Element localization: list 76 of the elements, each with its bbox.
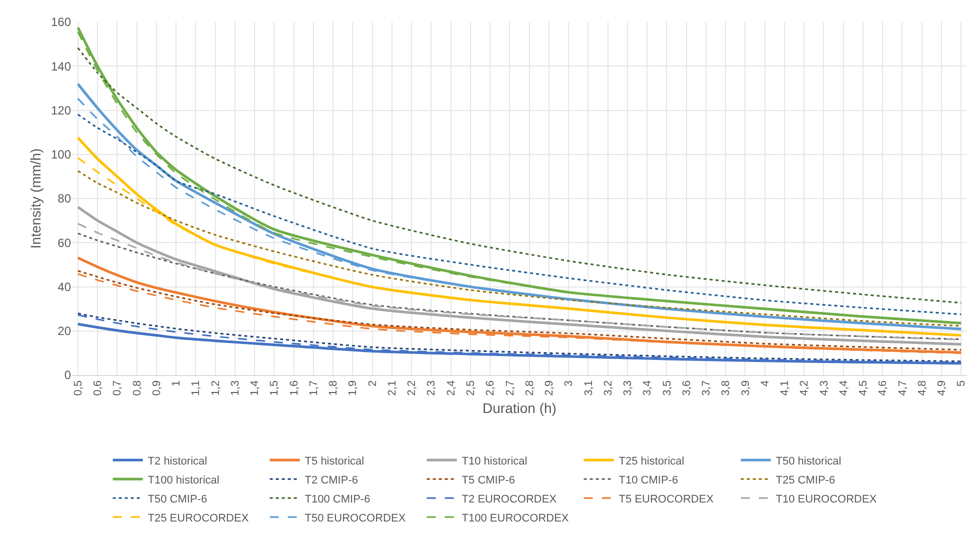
y-tick-label: 100 [50,148,72,162]
y-tick-label: 120 [50,103,72,118]
x-tick-label: 4,5 [858,380,870,396]
x-tick-label: 0,8 [131,380,144,396]
x-tick-label: 1,8 [328,380,340,396]
x-tick-label: 3 [563,380,576,387]
x-tick-label: 3,1 [582,380,595,396]
legend-label: T100 EUROCORDEX [462,512,570,524]
y-tick-label: 80 [58,192,72,206]
x-tick-label: 3,9 [740,380,752,396]
x-tick-label: 2,7 [504,380,516,396]
x-tick-label: 0,7 [112,380,124,396]
y-axis-title: Intensity (mm/h) [28,148,44,249]
y-tick-label: 20 [58,324,72,338]
y-tick-label: 0 [64,368,72,382]
x-tick-label: 3,6 [680,380,693,396]
x-tick-label: 0,9 [150,380,163,396]
x-tick-label: 3,8 [720,380,732,396]
x-tick-label: 2,8 [524,380,536,396]
legend-label: T50 historical [776,455,842,468]
x-tick-label: 1,2 [210,380,222,396]
x-tick-label: 2,5 [465,380,478,396]
x-tick-label: 1 [170,380,183,387]
y-tick-label: 140 [50,59,72,74]
x-tick-label: 4,1 [779,380,792,396]
legend-label: T2 CMIP-6 [304,474,358,486]
x-tick-label: 4,3 [818,380,830,396]
x-tick-label: 1,5 [268,380,281,396]
x-tick-label: 2,3 [426,380,438,396]
legend-label: T2 EUROCORDEX [462,493,558,506]
legend-label: T10 CMIP-6 [618,474,678,486]
x-tick-label: 4,7 [896,380,909,396]
x-tick-label: 1,3 [229,380,242,396]
x-tick-label: 4,2 [798,380,811,396]
y-tick-label: 40 [58,280,72,294]
legend-label: T50 EUROCORDEX [304,512,406,524]
legend-label: T5 EUROCORDEX [618,493,714,506]
legend-label: T100 CMIP-6 [304,493,370,506]
x-tick-label: 2 [366,380,379,387]
legend-label: T25 CMIP-6 [776,474,836,486]
legend-label: T10 EUROCORDEX [776,493,878,506]
x-tick-label: 1,6 [288,380,300,396]
x-tick-label: 3,4 [642,380,654,396]
y-tick-label: 160 [50,15,72,30]
legend-label: T25 EUROCORDEX [148,512,250,524]
legend-label: T25 historical [618,455,684,468]
x-tick-label: 0,5 [72,380,84,396]
legend-label: T10 historical [462,455,528,468]
x-tick-label: 1,4 [249,380,262,396]
line-series [76,206,962,346]
x-tick-label: 3,2 [602,380,614,396]
x-tick-label: 1,9 [347,380,360,396]
x-tick-label: 4,6 [877,380,890,396]
legend-label: T5 historical [304,455,364,468]
x-tick-label: 1,1 [190,380,202,396]
x-tick-label: 4 [759,380,772,387]
legend-label: T50 CMIP-6 [148,493,208,506]
x-tick-label: 2,2 [406,380,418,396]
legend-label: T100 historical [148,474,220,486]
x-tick-label: 2,9 [544,380,556,396]
x-tick-label: 4,4 [838,380,850,396]
x-tick-label: 2,1 [386,380,398,396]
x-tick-label: 2,4 [445,380,458,396]
x-tick-label: 4,8 [916,380,928,396]
x-tick-label: 2,6 [484,380,497,396]
y-tick-label: 60 [58,236,72,250]
x-tick-label: 3,5 [661,380,674,396]
x-tick-label: 5 [956,380,968,387]
legend-label: T5 CMIP-6 [462,474,515,486]
x-tick-label: 4,9 [936,380,948,396]
x-tick-label: 3,7 [700,380,713,396]
x-axis-title: Duration (h) [482,400,556,416]
x-tick-label: 0,6 [92,380,104,396]
legend-label: T2 historical [148,455,208,468]
x-tick-label: 1,7 [308,380,320,396]
x-tick-label: 3,3 [622,380,634,396]
